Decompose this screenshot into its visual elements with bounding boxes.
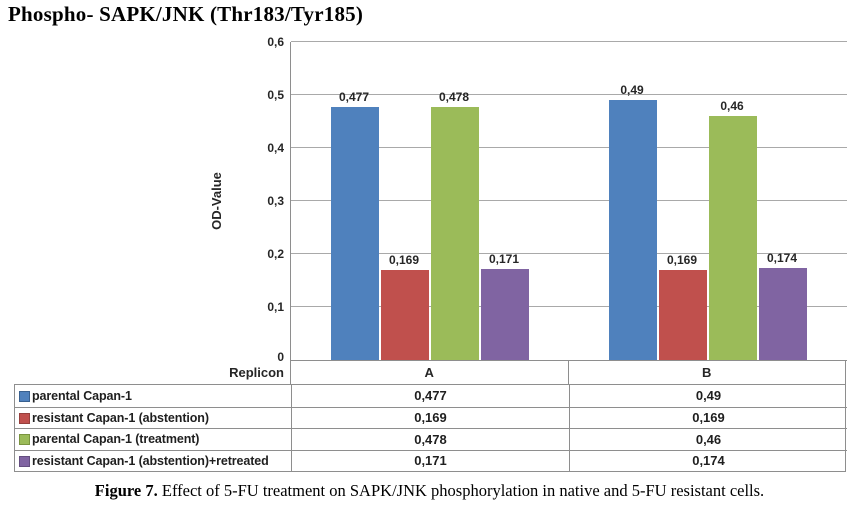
y-tick-label: 0,6 xyxy=(267,35,284,49)
gridline xyxy=(291,253,847,254)
legend-cell: resistant Capan-1 (abstention)+retreated xyxy=(15,449,291,472)
bar-value-label: 0,169 xyxy=(388,253,420,267)
bar-value-label: 0,49 xyxy=(620,83,644,97)
legend-series-name: resistant Capan-1 (abstention)+retreated xyxy=(32,453,269,468)
gridline xyxy=(291,200,847,201)
category-label-a: A xyxy=(291,360,569,384)
gridline xyxy=(291,306,847,307)
table-value-a: 0,478 xyxy=(291,428,569,450)
y-tick-label: 0,5 xyxy=(267,88,284,102)
figure-caption-text: Effect of 5-FU treatment on SAPK/JNK pho… xyxy=(157,481,765,500)
bar-value-label: 0,477 xyxy=(338,90,370,104)
y-tick-label: 0 xyxy=(277,350,284,364)
legend-swatch xyxy=(19,390,30,402)
legend-cell: parental Capan-1 xyxy=(15,385,291,407)
legend-swatch xyxy=(19,434,30,446)
legend-cell: parental Capan-1 (treatment) xyxy=(15,428,291,450)
bar-value-label: 0,46 xyxy=(720,99,744,113)
legend-swatch xyxy=(19,455,30,467)
bar-a-series-1 xyxy=(331,107,379,360)
bar-b-series-1 xyxy=(609,100,657,360)
legend-series-name: resistant Capan-1 (abstention) xyxy=(32,410,209,425)
bar-a-series-2 xyxy=(381,270,429,360)
y-tick-label: 0,3 xyxy=(267,194,284,208)
table-value-b: 0,49 xyxy=(569,385,847,407)
bar-a-series-3 xyxy=(431,107,479,360)
bar-value-label: 0,169 xyxy=(666,253,698,267)
legend-swatch xyxy=(19,412,30,424)
table-value-a: 0,477 xyxy=(291,385,569,407)
gridline xyxy=(291,94,847,95)
bar-value-label: 0,174 xyxy=(766,251,798,265)
legend-series-name: parental Capan-1 xyxy=(32,388,132,403)
category-label-b: B xyxy=(569,360,846,384)
data-table: parental Capan-1 0,477 0,49 resistant Capan… xyxy=(14,384,847,472)
x-axis-title: Replicon xyxy=(229,365,284,380)
figure-caption: Figure 7. Effect of 5-FU treatment on SA… xyxy=(0,481,859,503)
bar-value-label: 0,478 xyxy=(438,90,470,104)
y-tick-label: 0,1 xyxy=(267,300,284,314)
bar-b-series-3 xyxy=(709,116,757,360)
x-axis-line xyxy=(291,360,847,361)
legend-series-name: parental Capan-1 (treatment) xyxy=(32,432,200,447)
table-value-a: 0,169 xyxy=(291,406,569,428)
gridline xyxy=(291,147,847,148)
y-tick-label: 0,4 xyxy=(267,141,284,155)
bar-b-series-4 xyxy=(759,268,807,360)
bar-b-series-2 xyxy=(659,270,707,360)
y-axis-title: OD-Value xyxy=(209,172,224,230)
table-value-b: 0,169 xyxy=(569,406,847,428)
table-value-b: 0,46 xyxy=(569,428,847,450)
legend-cell: resistant Capan-1 (abstention) xyxy=(15,406,291,429)
y-tick-label: 0,2 xyxy=(267,247,284,261)
figure-caption-number: Figure 7. xyxy=(94,481,158,500)
bar-value-label: 0,171 xyxy=(488,252,520,266)
bar-a-series-4 xyxy=(481,269,529,360)
plot-area xyxy=(290,41,847,361)
table-value-b: 0,174 xyxy=(569,449,847,471)
table-value-a: 0,171 xyxy=(291,449,569,471)
chart-title: Phospho- SAPK/JNK (Thr183/Tyr185) xyxy=(8,2,364,26)
gridline xyxy=(291,41,847,42)
